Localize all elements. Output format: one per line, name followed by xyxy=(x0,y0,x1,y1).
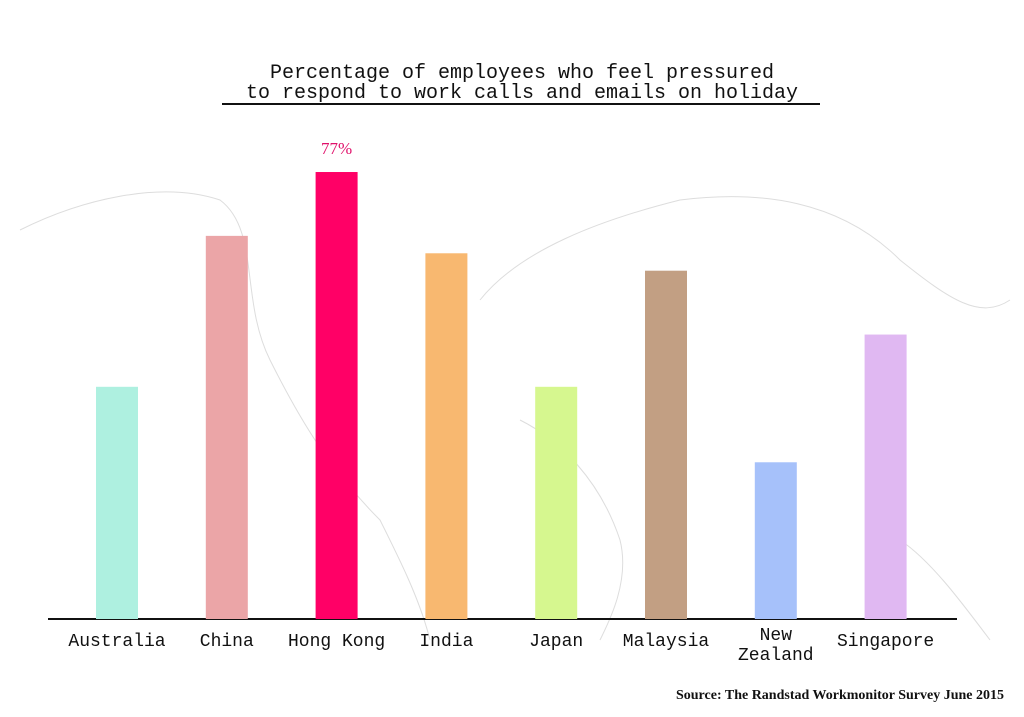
x-tick-label: New Zealand xyxy=(737,626,814,666)
x-tick-label: Singapore xyxy=(836,632,935,652)
bar xyxy=(425,253,468,619)
x-tick-label: China xyxy=(199,632,254,652)
bar xyxy=(205,235,248,619)
bar xyxy=(864,334,907,619)
bar xyxy=(315,172,358,619)
bar xyxy=(96,386,138,619)
source-note: Source: The Randstad Workmonitor Survey … xyxy=(675,688,1004,703)
data-label: 77% xyxy=(321,139,352,158)
bar xyxy=(535,386,578,619)
x-tick-label: Hong Kong xyxy=(287,632,386,652)
bar xyxy=(645,270,687,619)
map-background xyxy=(19,191,1011,641)
chart-title: Percentage of employees who feel pressur… xyxy=(269,62,775,85)
bar xyxy=(754,462,797,619)
x-tick-label: Australia xyxy=(68,632,166,652)
x-tick-label: Malaysia xyxy=(622,632,710,652)
x-tick-label: Japan xyxy=(529,632,584,652)
chart-title: to respond to work calls and emails on h… xyxy=(245,82,799,105)
x-tick-label: India xyxy=(419,632,474,652)
